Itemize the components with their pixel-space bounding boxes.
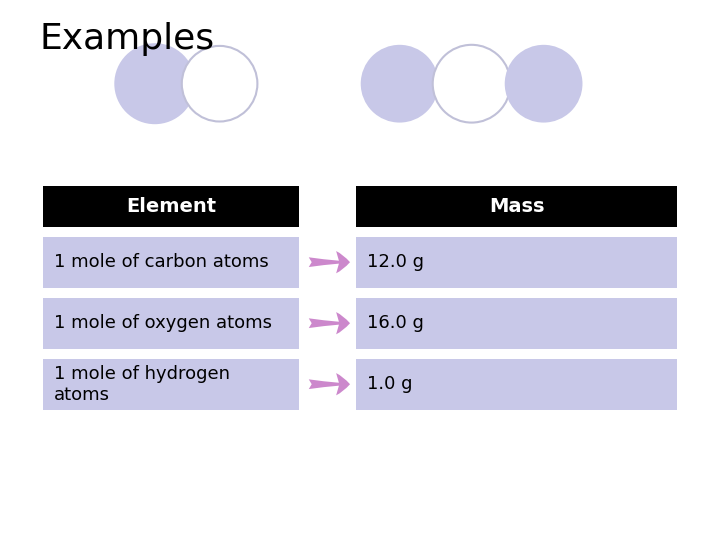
Text: 16.0 g: 16.0 g	[367, 314, 424, 332]
Text: Mass: Mass	[489, 197, 544, 216]
Ellipse shape	[361, 45, 438, 123]
Ellipse shape	[114, 43, 195, 124]
FancyBboxPatch shape	[43, 298, 299, 349]
FancyBboxPatch shape	[356, 186, 677, 227]
FancyBboxPatch shape	[43, 237, 299, 288]
Text: 1 mole of hydrogen
atoms: 1 mole of hydrogen atoms	[54, 365, 230, 403]
Text: Element: Element	[126, 197, 216, 216]
Text: 12.0 g: 12.0 g	[367, 253, 424, 271]
Text: 1 mole of oxygen atoms: 1 mole of oxygen atoms	[54, 314, 272, 332]
FancyBboxPatch shape	[43, 186, 299, 227]
FancyBboxPatch shape	[356, 237, 677, 288]
Ellipse shape	[433, 45, 510, 123]
Text: Examples: Examples	[40, 22, 215, 56]
Ellipse shape	[505, 45, 582, 123]
Ellipse shape	[181, 46, 258, 122]
Text: 1.0 g: 1.0 g	[367, 375, 413, 393]
FancyBboxPatch shape	[356, 359, 677, 410]
Text: 1 mole of carbon atoms: 1 mole of carbon atoms	[54, 253, 269, 271]
FancyBboxPatch shape	[356, 298, 677, 349]
FancyBboxPatch shape	[43, 359, 299, 410]
